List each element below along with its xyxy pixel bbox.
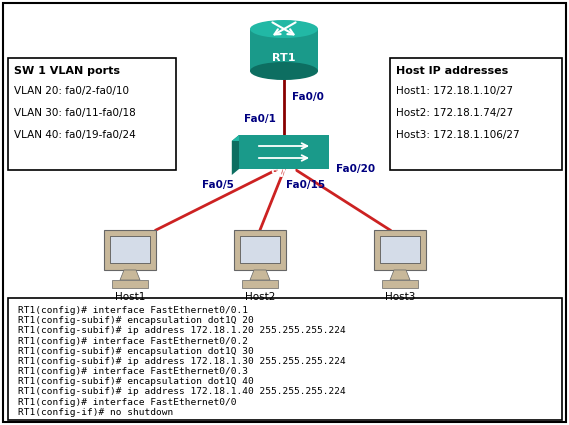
Text: VLAN 20: fa0/2-fa0/10: VLAN 20: fa0/2-fa0/10 <box>14 86 129 96</box>
Text: Fa0/1: Fa0/1 <box>244 114 276 124</box>
Text: RT1(config-subif)# encapsulation dot1Q 30: RT1(config-subif)# encapsulation dot1Q 3… <box>18 347 254 356</box>
Polygon shape <box>232 135 329 141</box>
Text: Host1: 172.18.1.10/27: Host1: 172.18.1.10/27 <box>396 86 513 96</box>
FancyBboxPatch shape <box>3 3 566 422</box>
Text: Fa0/0: Fa0/0 <box>292 92 324 102</box>
Polygon shape <box>250 270 270 280</box>
Text: RT1: RT1 <box>272 53 296 63</box>
Text: RT1(config-subif)# encapsulation dot1Q 40: RT1(config-subif)# encapsulation dot1Q 4… <box>18 377 254 386</box>
Text: RT1(config-subif)# ip address 172.18.1.20 255.255.255.224: RT1(config-subif)# ip address 172.18.1.2… <box>18 326 346 335</box>
FancyBboxPatch shape <box>239 135 329 169</box>
Polygon shape <box>390 270 410 280</box>
Polygon shape <box>232 135 239 175</box>
FancyBboxPatch shape <box>112 280 148 288</box>
Text: RT1(config-subif)# ip address 172.18.1.40 255.255.255.224: RT1(config-subif)# ip address 172.18.1.4… <box>18 388 346 397</box>
Ellipse shape <box>250 20 318 38</box>
Ellipse shape <box>250 62 318 80</box>
Text: Fa0/20: Fa0/20 <box>336 164 375 174</box>
Text: VLAN 30: fa0/11-fa0/18: VLAN 30: fa0/11-fa0/18 <box>14 108 136 118</box>
Text: Host3: 172.18.1.106/27: Host3: 172.18.1.106/27 <box>396 130 519 140</box>
Text: Fa0/5: Fa0/5 <box>202 180 234 190</box>
FancyBboxPatch shape <box>250 29 318 71</box>
Text: RT1(config)# interface FastEthernet0/0.3: RT1(config)# interface FastEthernet0/0.3 <box>18 367 248 376</box>
FancyBboxPatch shape <box>104 230 156 270</box>
Text: Host2: 172.18.1.74/27: Host2: 172.18.1.74/27 <box>396 108 513 118</box>
FancyBboxPatch shape <box>240 236 281 263</box>
FancyBboxPatch shape <box>8 58 176 170</box>
Text: Host1: Host1 <box>115 292 145 302</box>
FancyBboxPatch shape <box>374 230 426 270</box>
FancyBboxPatch shape <box>382 280 418 288</box>
Text: Host3: Host3 <box>385 292 415 302</box>
FancyBboxPatch shape <box>8 298 562 420</box>
Text: SW 1 VLAN ports: SW 1 VLAN ports <box>14 66 120 76</box>
Text: Host2: Host2 <box>245 292 275 302</box>
Text: RT1(config-if)# no shutdown: RT1(config-if)# no shutdown <box>18 408 173 417</box>
Text: RT1(config-subif)# ip address 172.18.1.30 255.255.255.224: RT1(config-subif)# ip address 172.18.1.3… <box>18 357 346 366</box>
Text: Fa0/15: Fa0/15 <box>286 180 325 190</box>
FancyBboxPatch shape <box>110 236 150 263</box>
Text: Host IP addresses: Host IP addresses <box>396 66 508 76</box>
FancyBboxPatch shape <box>380 236 420 263</box>
Text: RT1(config)# interface FastEthernet0/0: RT1(config)# interface FastEthernet0/0 <box>18 398 237 407</box>
FancyBboxPatch shape <box>234 230 286 270</box>
Text: RT1(config-subif)# encapsulation dot1Q 20: RT1(config-subif)# encapsulation dot1Q 2… <box>18 316 254 325</box>
FancyBboxPatch shape <box>242 280 278 288</box>
Text: VLAN 40: fa0/19-fa0/24: VLAN 40: fa0/19-fa0/24 <box>14 130 136 140</box>
FancyBboxPatch shape <box>390 58 562 170</box>
Text: SW1: SW1 <box>270 169 298 179</box>
Text: RT1(config)# interface FastEthernet0/0.2: RT1(config)# interface FastEthernet0/0.2 <box>18 337 248 346</box>
Polygon shape <box>120 270 140 280</box>
Text: RT1(config)# interface FastEthernet0/0.1: RT1(config)# interface FastEthernet0/0.1 <box>18 306 248 315</box>
